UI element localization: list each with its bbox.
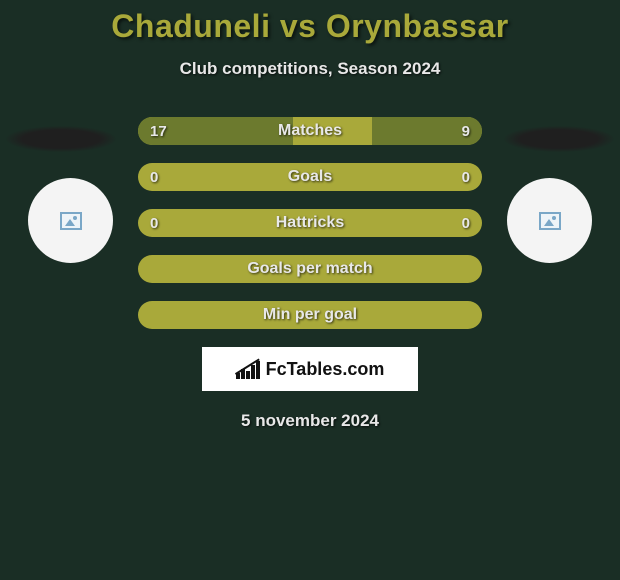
logo-text: FcTables.com <box>266 359 385 380</box>
bar-chart-icon <box>236 359 262 379</box>
page-subtitle: Club competitions, Season 2024 <box>0 59 620 79</box>
stat-label: Goals per match <box>138 260 482 278</box>
date-text: 5 november 2024 <box>0 411 620 431</box>
logo-bar <box>251 365 255 379</box>
stat-row: Goals per match <box>138 255 482 283</box>
stat-row: 179Matches <box>138 117 482 145</box>
stat-row: 00Goals <box>138 163 482 191</box>
logo-bar <box>246 371 250 379</box>
logo-bar <box>256 361 260 379</box>
logo-box: FcTables.com <box>202 347 418 391</box>
stat-rows: 179Matches 00Goals 00Hattricks Goals per ma… <box>0 117 620 329</box>
stat-row: Min per goal <box>138 301 482 329</box>
stat-label: Hattricks <box>138 214 482 232</box>
logo: FcTables.com <box>236 359 385 380</box>
infographic-container: Chaduneli vs Orynbassar Club competition… <box>0 0 620 431</box>
stat-label: Goals <box>138 168 482 186</box>
stat-row: 00Hattricks <box>138 209 482 237</box>
page-title: Chaduneli vs Orynbassar <box>0 8 620 45</box>
stat-label: Matches <box>138 122 482 140</box>
stat-label: Min per goal <box>138 306 482 324</box>
